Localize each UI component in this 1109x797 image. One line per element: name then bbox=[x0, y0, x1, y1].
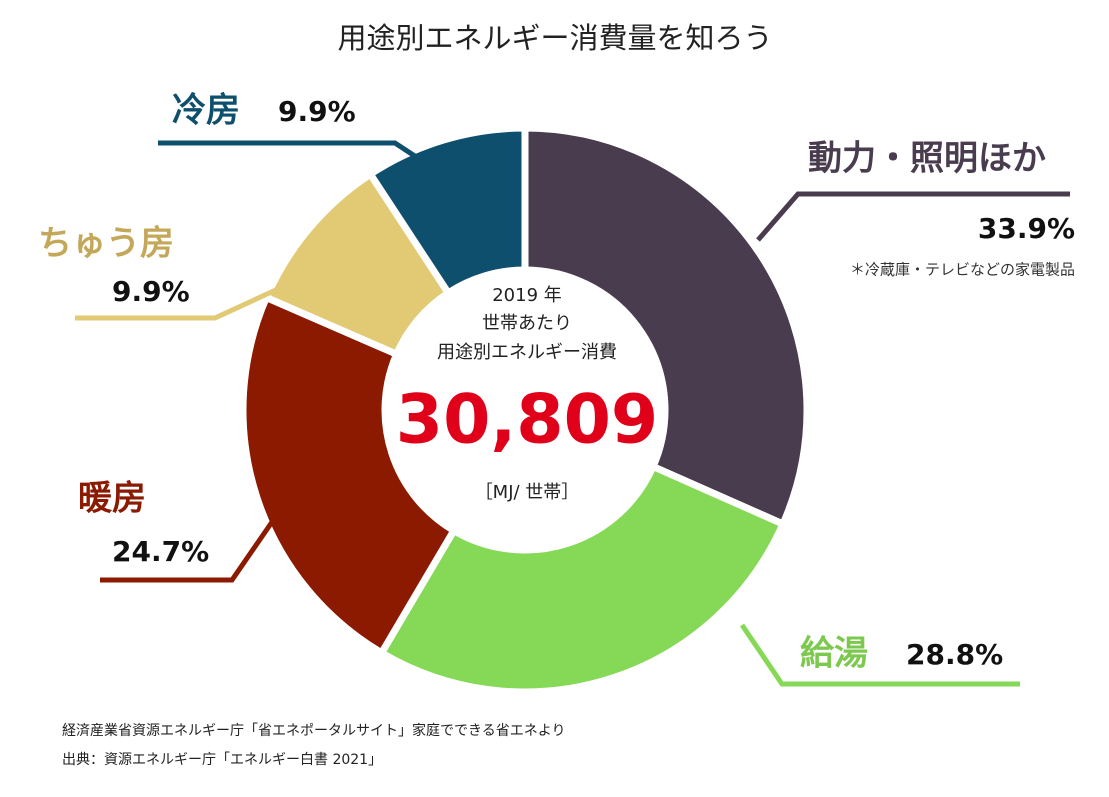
center-text: 用途別エネルギー消費 bbox=[437, 342, 617, 363]
chart-title: 用途別エネルギー消費量を知ろう bbox=[337, 21, 772, 55]
value-label: 9.9% bbox=[278, 95, 356, 128]
value-label: 24.7% bbox=[112, 535, 209, 568]
center-unit: ［MJ/ 世帯］ bbox=[475, 482, 580, 503]
leader-line bbox=[100, 520, 275, 583]
leader-line bbox=[158, 140, 502, 215]
category-label: ちゅう房 bbox=[38, 224, 174, 264]
value-label: 28.8% bbox=[906, 638, 1003, 671]
donut-slice bbox=[521, 124, 811, 529]
leader-line bbox=[75, 239, 382, 321]
category-label: 動力・照明ほか bbox=[808, 139, 1046, 179]
category-label: 給湯 bbox=[800, 634, 868, 674]
category-label: 暖房 bbox=[78, 479, 146, 519]
note: ＊冷蔵庫・テレビなどの家電製品 bbox=[850, 261, 1075, 279]
center-text: 2019 年 bbox=[492, 285, 562, 306]
source: 経済産業省資源エネルギー庁「省エネポータルサイト」家庭でできる省エネより bbox=[62, 722, 565, 739]
donut bbox=[239, 124, 811, 696]
donut-slice bbox=[376, 461, 788, 696]
category-label: 冷房 bbox=[172, 91, 240, 131]
center-text: 世帯あたり bbox=[482, 313, 572, 334]
value-label: 33.9% bbox=[978, 212, 1075, 245]
leader-line bbox=[739, 623, 1020, 687]
center-total: 30,809 bbox=[396, 381, 658, 460]
donut-slice bbox=[239, 292, 459, 658]
leader-line bbox=[756, 191, 1070, 242]
source: 出典：資源エネルギー庁「エネルギー白書 2021」 bbox=[62, 752, 382, 768]
value-label: 9.9% bbox=[112, 275, 190, 308]
